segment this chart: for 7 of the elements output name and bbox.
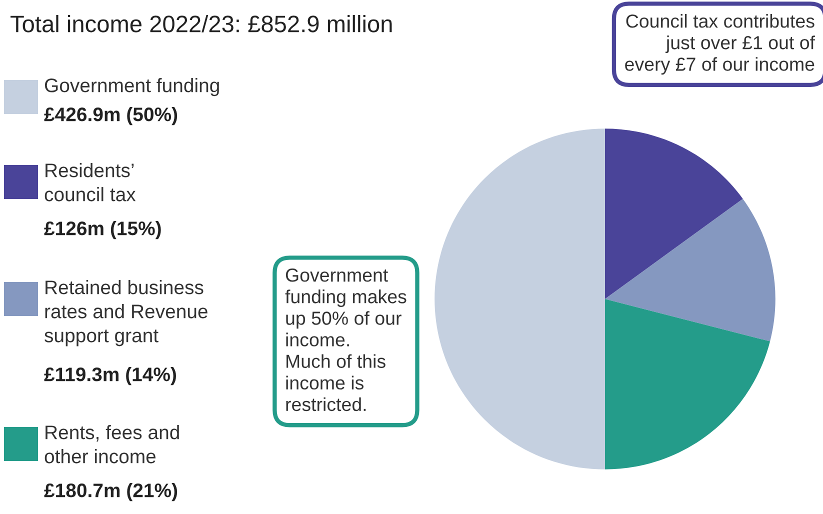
chart-title: Total income 2022/23: £852.9 million [10,14,392,32]
legend-label: Residents’ council tax £126m (15%) [44,163,161,240]
legend-label: Rents, fees and other income £180.7m (21%) [44,425,179,502]
legend-label: Retained business rates and Revenue support grant £119.3m (14%) [44,280,208,386]
text: Government funding makes up 50% of our income. Much of this income is restricted. [285,268,406,412]
legend-label: Government funding £426.9m (50%) [44,78,219,126]
text: Council tax contributes just over £1 out of every £7 of our income [625,14,816,75]
